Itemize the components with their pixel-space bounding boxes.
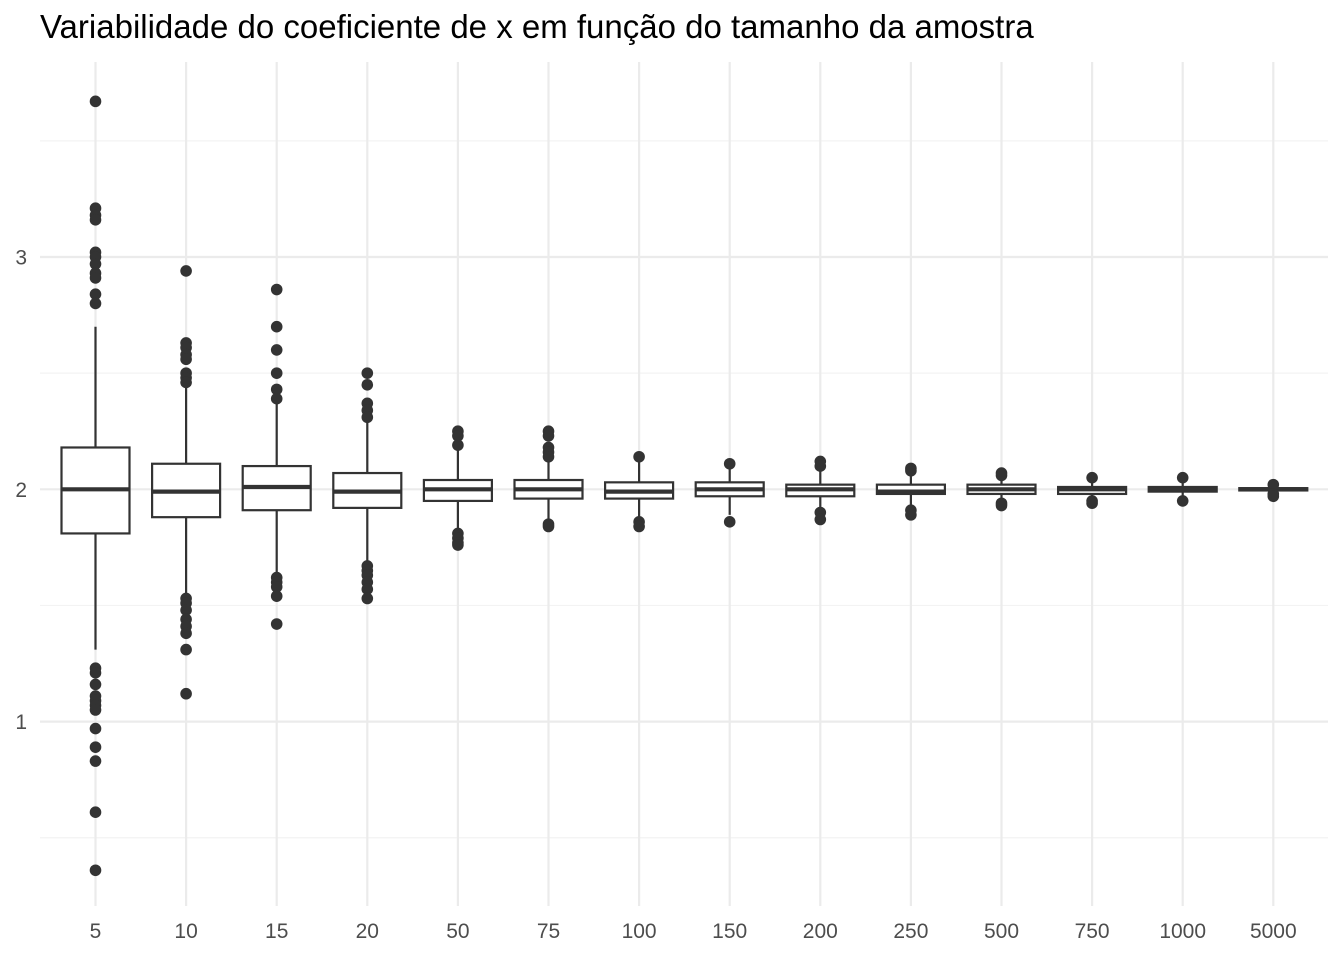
outlier-point bbox=[180, 353, 192, 366]
outlier-point bbox=[1086, 497, 1098, 510]
box-20 bbox=[332, 367, 403, 605]
axis-layer: 1 2 3 5 10 15 20 50 75 100 150 200 250 500 750 1000 5000 bbox=[15, 247, 1296, 944]
outlier-point bbox=[270, 383, 283, 396]
outlier-point bbox=[270, 344, 283, 356]
outlier-point bbox=[633, 520, 645, 533]
outlier-point bbox=[452, 430, 464, 442]
outlier-point bbox=[270, 618, 283, 630]
outlier-point bbox=[89, 214, 102, 226]
outlier-point bbox=[995, 499, 1008, 512]
box-15 bbox=[241, 283, 312, 630]
y-tick-label: 3 bbox=[15, 247, 27, 270]
y-tick-label: 2 bbox=[15, 479, 27, 502]
x-tick-label: 100 bbox=[622, 920, 657, 943]
outlier-point bbox=[814, 460, 827, 472]
outlier-point bbox=[89, 667, 102, 679]
outlier-point bbox=[814, 513, 827, 526]
outlier-point bbox=[542, 520, 555, 533]
box-50 bbox=[422, 425, 493, 551]
x-tick-label: 750 bbox=[1075, 920, 1110, 943]
outlier-point bbox=[89, 806, 102, 818]
outlier-point bbox=[89, 741, 102, 753]
outlier-point bbox=[270, 367, 283, 379]
outlier-point bbox=[723, 457, 736, 470]
outlier-point bbox=[180, 265, 192, 277]
x-tick-label: 5 bbox=[90, 920, 102, 943]
box-75 bbox=[513, 425, 584, 533]
outlier-point bbox=[180, 643, 192, 656]
outlier-point bbox=[723, 516, 736, 528]
x-tick-label: 1000 bbox=[1159, 920, 1206, 943]
box-250 bbox=[875, 462, 947, 521]
box-150 bbox=[694, 457, 765, 528]
outlier-point bbox=[1086, 471, 1098, 484]
outlier-point bbox=[905, 509, 917, 521]
outlier-point bbox=[89, 258, 102, 270]
outlier-point bbox=[1267, 478, 1280, 491]
outlier-point bbox=[270, 590, 283, 602]
x-tick-label: 75 bbox=[537, 920, 560, 943]
y-tick-label: 1 bbox=[15, 711, 27, 734]
outlier-point bbox=[361, 367, 374, 379]
outlier-point bbox=[361, 411, 374, 424]
box-750 bbox=[1056, 471, 1128, 510]
outlier-point bbox=[89, 755, 102, 767]
outlier-point bbox=[89, 678, 102, 691]
outlier-point bbox=[89, 722, 102, 735]
outlier-point bbox=[180, 604, 192, 616]
outlier-point bbox=[180, 687, 192, 700]
outlier-point bbox=[180, 376, 192, 389]
outlier-point bbox=[361, 583, 374, 595]
outlier-point bbox=[995, 469, 1008, 482]
outlier-point bbox=[89, 95, 102, 108]
outlier-point bbox=[905, 464, 917, 477]
outlier-point bbox=[89, 704, 102, 716]
box-200 bbox=[785, 455, 856, 526]
outlier-point bbox=[270, 392, 283, 405]
x-tick-label: 250 bbox=[893, 920, 928, 943]
outlier-point bbox=[270, 581, 283, 593]
outlier-point bbox=[89, 864, 102, 877]
x-tick-label: 150 bbox=[712, 920, 747, 943]
x-tick-label: 500 bbox=[984, 920, 1019, 943]
x-tick-label: 50 bbox=[446, 920, 469, 943]
outlier-point bbox=[270, 320, 283, 333]
outlier-point bbox=[361, 592, 374, 605]
box-1000 bbox=[1147, 471, 1218, 507]
outlier-point bbox=[633, 450, 645, 463]
x-tick-label: 5000 bbox=[1250, 920, 1297, 943]
outlier-point bbox=[1267, 490, 1280, 503]
outlier-point bbox=[542, 450, 555, 463]
x-tick-label: 15 bbox=[265, 920, 288, 943]
outlier-point bbox=[1176, 495, 1189, 507]
x-tick-label: 10 bbox=[174, 920, 197, 943]
outlier-point bbox=[89, 288, 102, 300]
box-10 bbox=[151, 265, 222, 700]
outlier-point bbox=[452, 539, 464, 551]
box-500 bbox=[966, 467, 1037, 512]
box-layer bbox=[60, 95, 1309, 877]
box-5 bbox=[60, 95, 131, 877]
box-iqr bbox=[875, 483, 947, 496]
x-tick-label: 200 bbox=[803, 920, 838, 943]
grid-layer bbox=[40, 62, 1328, 906]
outlier-point bbox=[89, 272, 102, 284]
outlier-point bbox=[89, 297, 102, 310]
outlier-point bbox=[452, 439, 464, 451]
x-tick-label: 20 bbox=[356, 920, 379, 943]
chart-title: Variabilidade do coeficiente de x em fun… bbox=[40, 8, 1034, 45]
outlier-point bbox=[180, 627, 192, 640]
outlier-point bbox=[1176, 471, 1189, 484]
box-5000 bbox=[1238, 478, 1309, 503]
box-100 bbox=[603, 450, 675, 533]
outlier-point bbox=[361, 378, 374, 391]
outlier-point bbox=[270, 283, 283, 296]
outlier-point bbox=[542, 430, 555, 442]
